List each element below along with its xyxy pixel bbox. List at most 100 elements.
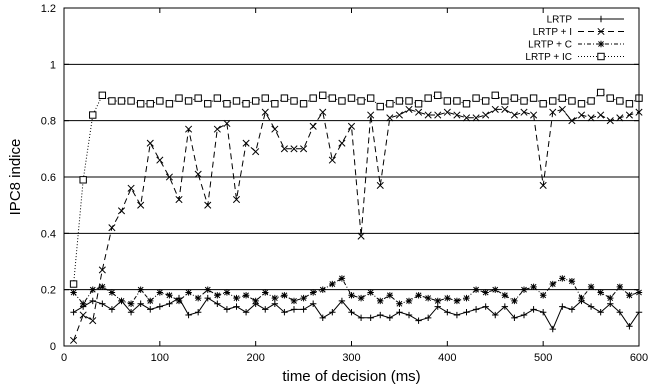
y-tick-label: 0.2: [41, 285, 56, 297]
data-point: [137, 300, 144, 307]
data-point: [530, 283, 537, 291]
data-point: [453, 311, 461, 319]
data-point: [444, 309, 451, 316]
y-tick-label: 0.6: [41, 172, 56, 184]
data-point: [520, 108, 528, 116]
data-point: [79, 176, 87, 184]
series-2: [70, 105, 643, 344]
data-point: [242, 139, 250, 147]
data-point: [559, 303, 566, 310]
data-point: [233, 294, 240, 302]
data-point: [271, 300, 279, 307]
legend-label: LRTP + C: [528, 40, 572, 51]
data-point: [481, 97, 490, 105]
data-point: [232, 97, 241, 105]
data-point: [415, 292, 422, 299]
data-point: [137, 286, 144, 293]
data-point: [175, 195, 183, 204]
data-point: [453, 111, 461, 119]
data-point: [166, 292, 173, 299]
data-point: [443, 97, 452, 105]
data-point: [434, 303, 441, 310]
data-point: [453, 297, 461, 305]
data-point: [194, 309, 202, 316]
data-point: [290, 306, 298, 313]
data-point: [492, 286, 499, 293]
data-point: [185, 125, 193, 133]
data-point: [185, 289, 192, 296]
data-point: [290, 145, 298, 153]
data-point: [606, 117, 614, 125]
data-point: [233, 303, 240, 310]
data-point: [578, 294, 585, 302]
data-point: [70, 309, 77, 316]
data-point: [415, 317, 422, 324]
data-point: [347, 94, 356, 102]
data-point: [568, 278, 576, 285]
data-point: [520, 286, 528, 293]
data-point: [223, 100, 231, 108]
data-point: [386, 292, 394, 299]
data-point: [184, 97, 193, 105]
data-point: [530, 111, 538, 119]
data-point: [462, 100, 471, 108]
data-point: [462, 114, 471, 122]
data-point: [185, 311, 192, 319]
data-point: [108, 306, 116, 313]
data-point: [290, 97, 298, 105]
data-point: [117, 207, 126, 215]
data-point: [357, 294, 365, 302]
data-point: [300, 145, 308, 153]
data-point: [146, 139, 154, 147]
data-point: [175, 94, 183, 102]
data-point: [194, 170, 202, 178]
data-point: [577, 111, 586, 119]
y-tick-label: 1: [50, 59, 56, 71]
series-group: [69, 88, 643, 344]
legend-label: LRTP: [547, 15, 573, 26]
data-point: [99, 300, 106, 307]
data-point: [511, 297, 518, 305]
data-point: [127, 309, 135, 316]
data-point: [262, 289, 269, 296]
data-point: [520, 97, 528, 105]
data-point: [434, 111, 442, 119]
data-point: [194, 94, 202, 102]
data-point: [166, 300, 173, 307]
data-point: [434, 91, 442, 100]
data-point: [558, 94, 567, 102]
data-point: [280, 145, 288, 153]
data-point: [511, 314, 518, 322]
grid-lines: [64, 63, 639, 291]
data-point: [616, 309, 624, 316]
data-point: [137, 201, 145, 209]
data-point: [319, 108, 327, 116]
data-point: [424, 314, 432, 322]
data-point: [338, 97, 346, 105]
data-point: [395, 111, 403, 119]
data-point: [338, 275, 346, 282]
data-point: [510, 94, 519, 102]
data-point: [281, 309, 288, 316]
data-point: [214, 292, 221, 299]
data-point: [616, 97, 624, 105]
data-point: [597, 289, 604, 296]
data-point: [309, 122, 317, 130]
data-point: [367, 111, 375, 119]
series-line: [73, 108, 640, 341]
data-point: [338, 139, 346, 147]
data-point: [204, 201, 212, 209]
data-point: [568, 97, 576, 105]
data-point: [281, 292, 288, 299]
data-point: [309, 94, 317, 102]
series-3: [70, 275, 643, 307]
data-point: [377, 297, 384, 305]
data-point: [108, 224, 116, 232]
data-point: [214, 300, 221, 307]
data-point: [453, 97, 461, 105]
data-point: [625, 111, 633, 119]
data-point: [146, 100, 154, 108]
series-line: [73, 297, 640, 331]
